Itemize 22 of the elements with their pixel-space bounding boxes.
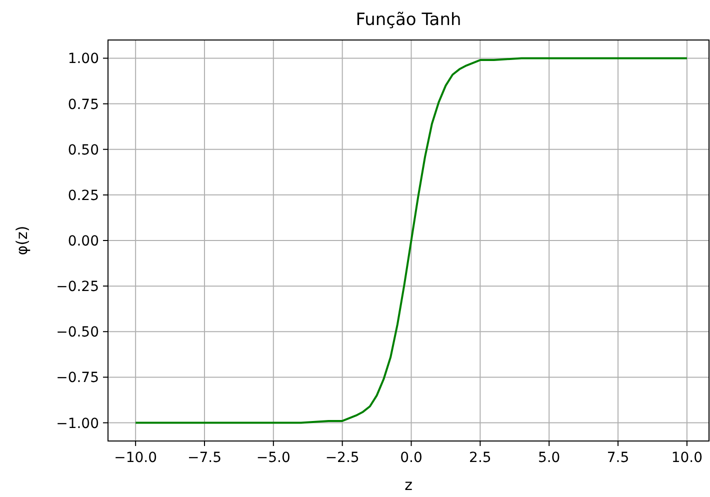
x-tick-label: −10.0: [114, 450, 158, 466]
x-axis-title: z: [404, 476, 413, 494]
line-series: [134, 57, 688, 424]
y-axis-title: φ(z): [13, 226, 31, 256]
y-tick-label: 0.75: [68, 96, 99, 113]
y-tick-label: 1.00: [68, 51, 99, 68]
y-tick-label: −0.50: [56, 324, 99, 341]
x-tick-label: 2.5: [469, 450, 492, 466]
x-tick-label: −2.5: [325, 450, 360, 466]
x-tick-label: 5.0: [538, 450, 560, 466]
y-tick-label: −0.25: [56, 279, 99, 296]
y-tick-label: 0.00: [68, 234, 99, 250]
y-tick-label: −1.00: [56, 416, 99, 432]
x-tick-label: −5.0: [256, 450, 290, 466]
x-tick-label: 0.0: [400, 450, 422, 466]
y-tick-label: 0.50: [68, 142, 99, 158]
chart-title: Função Tanh: [356, 10, 462, 30]
x-tick-label: 10.0: [671, 450, 703, 466]
y-tick-label: 0.25: [68, 188, 99, 204]
x-tick-label: 7.5: [606, 450, 630, 466]
y-tick-label: −0.75: [56, 370, 99, 386]
x-tick-label: −7.5: [187, 450, 222, 466]
